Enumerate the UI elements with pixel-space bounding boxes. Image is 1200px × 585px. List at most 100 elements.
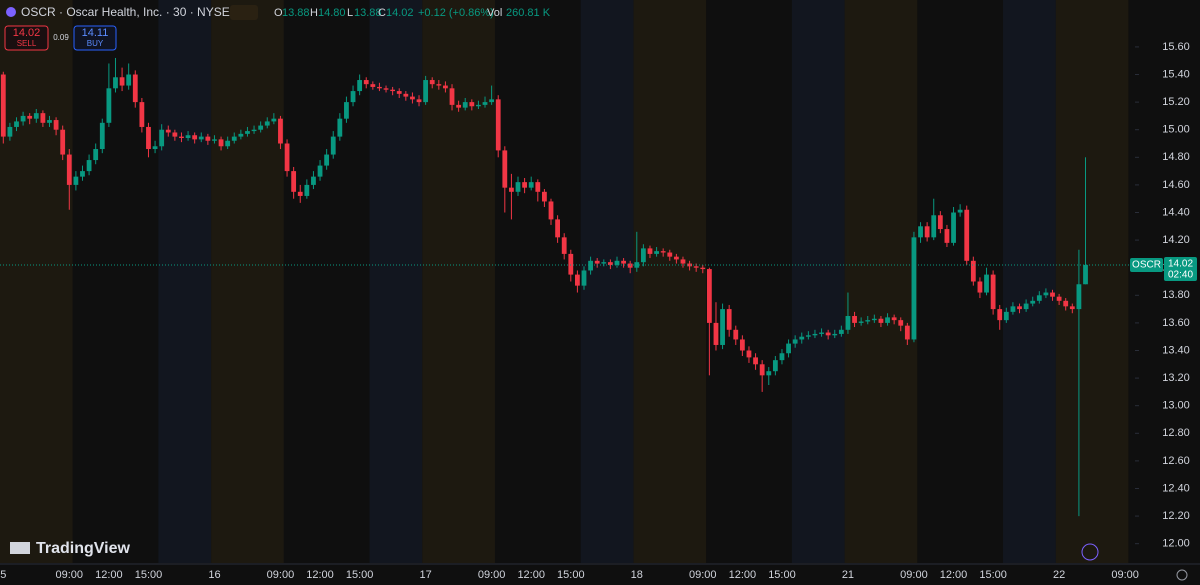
candle-body (1076, 284, 1082, 310)
candle-body (1010, 306, 1016, 312)
candle-body (317, 165, 323, 177)
premarket-band (211, 0, 284, 563)
candle-body (542, 191, 547, 202)
candle-body (383, 88, 389, 90)
settings-icon[interactable] (1176, 569, 1188, 581)
candle-body (436, 84, 442, 86)
candle-body (647, 248, 653, 254)
x-tick-label: 18 (631, 569, 643, 581)
candle-body (185, 135, 191, 138)
logo-mark (10, 542, 30, 554)
candle-body (528, 182, 534, 188)
candle-body (152, 146, 158, 150)
price-tag-box (1164, 256, 1197, 281)
y-tick-label: 12.60 (1162, 455, 1190, 467)
candle-body (984, 274, 989, 293)
replay-icon[interactable] (1081, 543, 1099, 561)
candle-body (330, 136, 336, 155)
candle-body (977, 281, 983, 293)
candle-body (515, 182, 521, 192)
candle-body (614, 260, 620, 265)
candle-body (47, 120, 52, 123)
candle-body (93, 149, 99, 161)
candle-body (640, 248, 646, 263)
candle-body (416, 99, 422, 103)
candle-body (957, 209, 963, 213)
candle-body (660, 251, 666, 253)
premarket-band (633, 0, 707, 563)
candle-body (753, 357, 758, 365)
candle-body (819, 332, 824, 334)
sell-label: SELL (17, 39, 37, 48)
candle-body (878, 318, 884, 323)
candle-body (370, 84, 376, 87)
premarket-band (1055, 0, 1129, 563)
candle-body (548, 201, 554, 220)
y-tick-label: 15.40 (1162, 68, 1190, 80)
sell-button[interactable] (4, 25, 49, 51)
candle-body (245, 131, 250, 134)
session-icon[interactable] (230, 5, 258, 20)
branding[interactable]: TradingView (36, 540, 131, 557)
candle-body (132, 74, 138, 103)
candle-body (951, 212, 956, 243)
x-tick-label: 12:00 (306, 569, 334, 581)
y-tick-label: 13.80 (1162, 289, 1190, 301)
candle-body (865, 320, 871, 322)
candle-body (443, 85, 448, 89)
candle-body (700, 267, 706, 270)
candle-body (871, 318, 877, 321)
candle-body (304, 184, 310, 196)
change: +0.12 (+0.86%) (418, 7, 494, 19)
x-tick-label: 17 (420, 569, 432, 581)
candle-body (733, 329, 739, 340)
y-tick-label: 12.40 (1162, 482, 1190, 494)
y-tick-label: 14.20 (1162, 234, 1190, 246)
candle-body (885, 317, 890, 323)
candle-body (594, 260, 600, 264)
candle-body (812, 333, 818, 336)
candle-body (1003, 311, 1009, 321)
x-tick-label: 15:00 (346, 569, 374, 581)
symbol-title[interactable]: OSCR · Oscar Health, Inc. · 30 · NYSE (21, 5, 230, 19)
candle-body (231, 136, 237, 141)
buy-price: 14.11 (82, 27, 109, 39)
candle-body (509, 187, 514, 192)
y-tick-label: 15.00 (1162, 124, 1190, 136)
x-tick-label: 09:00 (267, 569, 295, 581)
after-hours-band (580, 0, 634, 563)
candle-body (772, 360, 778, 372)
candle-body (574, 274, 580, 286)
x-tick-label: 15:00 (135, 569, 163, 581)
x-tick-label: 15:00 (557, 569, 585, 581)
buy-button[interactable] (73, 25, 117, 51)
candle-body (264, 121, 270, 126)
candle-body (469, 102, 475, 107)
o-label: O (274, 7, 283, 19)
x-tick-label: 12:00 (517, 569, 545, 581)
candle-body (363, 80, 369, 85)
candle-body (937, 215, 943, 230)
x-tick-label: 21 (842, 569, 854, 581)
candle-body (858, 321, 864, 323)
after-hours-band (791, 0, 845, 563)
candle-body (198, 136, 204, 140)
candle-body (53, 120, 59, 130)
y-tick-label: 13.00 (1162, 400, 1190, 412)
candle-body (522, 182, 528, 188)
candle-body (581, 270, 587, 286)
y-tick-label: 14.40 (1162, 206, 1190, 218)
candle-body (60, 129, 66, 155)
x-tick-label: 09:00 (56, 569, 84, 581)
premarket-band (0, 0, 73, 563)
x-tick-label: 22 (1053, 569, 1065, 581)
vol-label: Vol (487, 7, 502, 19)
candle-body (654, 251, 659, 254)
candle-body (990, 274, 996, 310)
symbol-icon (6, 7, 16, 17)
candle-body (482, 102, 488, 105)
candle-body (706, 269, 712, 323)
premarket-band (844, 0, 918, 563)
session-bands (0, 0, 1129, 563)
candle-body (225, 140, 231, 147)
